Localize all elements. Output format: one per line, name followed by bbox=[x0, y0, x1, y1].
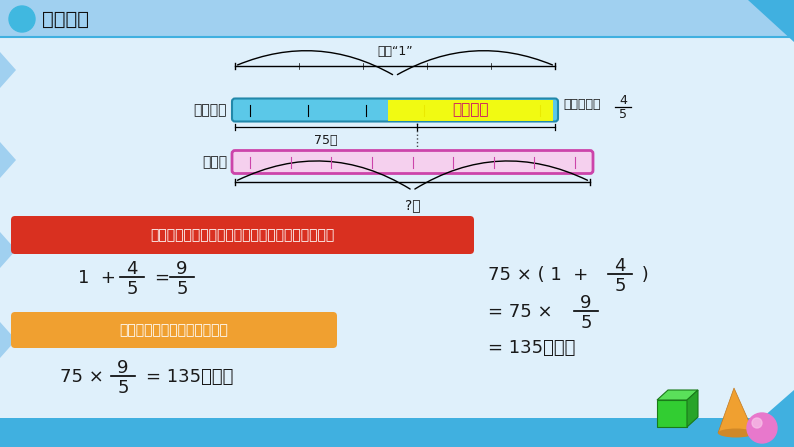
Polygon shape bbox=[718, 388, 754, 433]
Text: 先求婴儿每分钟心跳的次数是青少年的几分之几。: 先求婴儿每分钟心跳的次数是青少年的几分之几。 bbox=[150, 228, 334, 242]
Polygon shape bbox=[762, 390, 794, 418]
FancyBboxPatch shape bbox=[0, 418, 794, 447]
Polygon shape bbox=[0, 142, 16, 178]
Circle shape bbox=[747, 413, 777, 443]
Text: 5: 5 bbox=[615, 277, 626, 295]
Text: 75 ×: 75 × bbox=[60, 368, 104, 386]
Text: 单位“1”: 单位“1” bbox=[377, 45, 413, 58]
Text: 4: 4 bbox=[615, 257, 626, 275]
Text: 5: 5 bbox=[176, 280, 187, 298]
Text: 4: 4 bbox=[126, 260, 137, 278]
Text: 再求婴儿每分钟心跳的次数。: 再求婴儿每分钟心跳的次数。 bbox=[120, 323, 229, 337]
Text: 5: 5 bbox=[126, 280, 137, 298]
Polygon shape bbox=[657, 390, 698, 400]
Text: ): ) bbox=[636, 266, 649, 284]
Text: 9: 9 bbox=[176, 260, 187, 278]
Text: 青少年：: 青少年： bbox=[194, 103, 227, 117]
FancyBboxPatch shape bbox=[11, 312, 337, 348]
Text: 4: 4 bbox=[619, 94, 627, 107]
Polygon shape bbox=[0, 52, 16, 88]
Circle shape bbox=[752, 418, 762, 428]
Text: 75次: 75次 bbox=[314, 135, 338, 148]
Text: 9: 9 bbox=[118, 359, 129, 377]
Text: 9: 9 bbox=[580, 294, 592, 312]
Text: 新课譲解: 新课譲解 bbox=[42, 9, 89, 29]
Text: ?次: ?次 bbox=[405, 198, 420, 212]
Polygon shape bbox=[687, 390, 698, 427]
Text: =: = bbox=[154, 269, 169, 287]
Text: 75 × ( 1  +: 75 × ( 1 + bbox=[488, 266, 588, 284]
Text: 婴儿：: 婴儿： bbox=[202, 155, 227, 169]
FancyBboxPatch shape bbox=[11, 216, 474, 254]
Text: = 135（次）: = 135（次） bbox=[488, 339, 576, 357]
Text: 5: 5 bbox=[619, 109, 627, 122]
FancyBboxPatch shape bbox=[232, 151, 593, 173]
Polygon shape bbox=[0, 232, 16, 268]
Text: 比青少年多: 比青少年多 bbox=[563, 98, 600, 111]
Polygon shape bbox=[0, 322, 16, 358]
Circle shape bbox=[9, 6, 35, 32]
Ellipse shape bbox=[718, 429, 754, 438]
Text: 1  +: 1 + bbox=[78, 269, 116, 287]
FancyBboxPatch shape bbox=[657, 400, 687, 427]
FancyBboxPatch shape bbox=[387, 100, 553, 121]
FancyBboxPatch shape bbox=[0, 0, 794, 38]
Text: 5: 5 bbox=[118, 379, 129, 397]
FancyBboxPatch shape bbox=[232, 98, 558, 122]
Polygon shape bbox=[748, 0, 794, 42]
Text: = 75 ×: = 75 × bbox=[488, 303, 553, 321]
Text: 几分之几: 几分之几 bbox=[452, 102, 488, 118]
Text: 5: 5 bbox=[580, 314, 592, 332]
Text: = 135（次）: = 135（次） bbox=[146, 368, 233, 386]
